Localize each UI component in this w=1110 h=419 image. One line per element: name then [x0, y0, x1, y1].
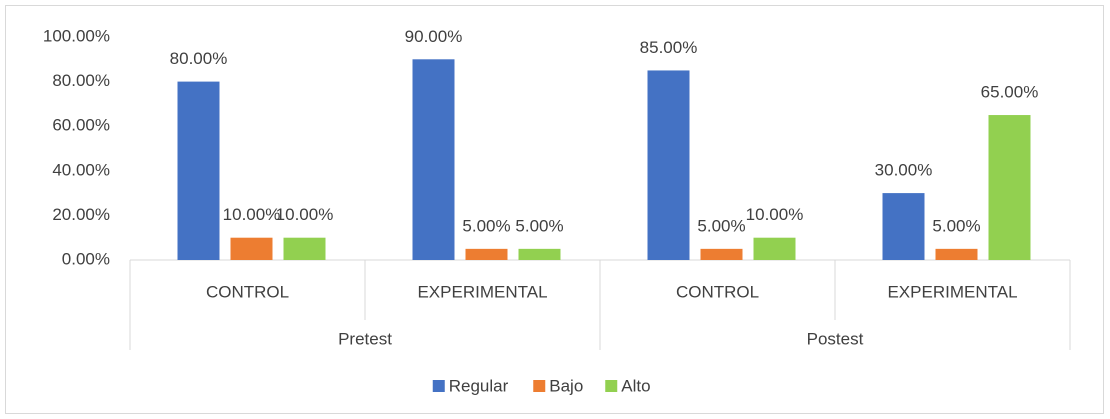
bar — [283, 237, 326, 260]
bar — [647, 70, 690, 260]
legend-swatch — [605, 380, 618, 392]
value-label: 65.00% — [981, 83, 1039, 102]
bar — [412, 59, 455, 260]
bar — [935, 248, 978, 260]
y-tick-label: 0.00% — [62, 249, 110, 268]
bar — [753, 237, 796, 260]
legend-label: Regular — [449, 376, 509, 395]
bar — [465, 248, 508, 260]
group-label: Pretest — [338, 329, 392, 348]
value-label: 10.00% — [276, 205, 334, 224]
legend-swatch — [432, 380, 445, 392]
value-label: 80.00% — [170, 49, 228, 68]
y-tick-label: 100.00% — [43, 26, 110, 45]
legend-label: Alto — [621, 376, 650, 395]
x-tick-label: EXPERIMENTAL — [887, 282, 1017, 301]
value-label: 85.00% — [640, 38, 698, 57]
x-tick-label: CONTROL — [676, 282, 759, 301]
value-label: 10.00% — [223, 205, 281, 224]
y-tick-label: 60.00% — [52, 116, 110, 135]
bar — [700, 248, 743, 260]
bar — [882, 193, 925, 260]
y-tick-label: 80.00% — [52, 71, 110, 90]
bar — [177, 81, 220, 260]
value-label: 5.00% — [697, 216, 745, 235]
x-tick-label: CONTROL — [206, 282, 289, 301]
value-label: 5.00% — [932, 216, 980, 235]
bar — [518, 248, 561, 260]
bar — [230, 237, 273, 260]
value-label: 5.00% — [515, 216, 563, 235]
bar — [988, 115, 1031, 260]
x-tick-label: EXPERIMENTAL — [417, 282, 547, 301]
y-tick-label: 40.00% — [52, 160, 110, 179]
group-label: Postest — [807, 329, 864, 348]
y-tick-label: 20.00% — [52, 205, 110, 224]
value-label: 10.00% — [746, 205, 804, 224]
legend-swatch — [533, 380, 546, 392]
value-label: 90.00% — [405, 27, 463, 46]
value-label: 5.00% — [462, 216, 510, 235]
legend-label: Bajo — [549, 376, 583, 395]
value-label: 30.00% — [875, 161, 933, 180]
